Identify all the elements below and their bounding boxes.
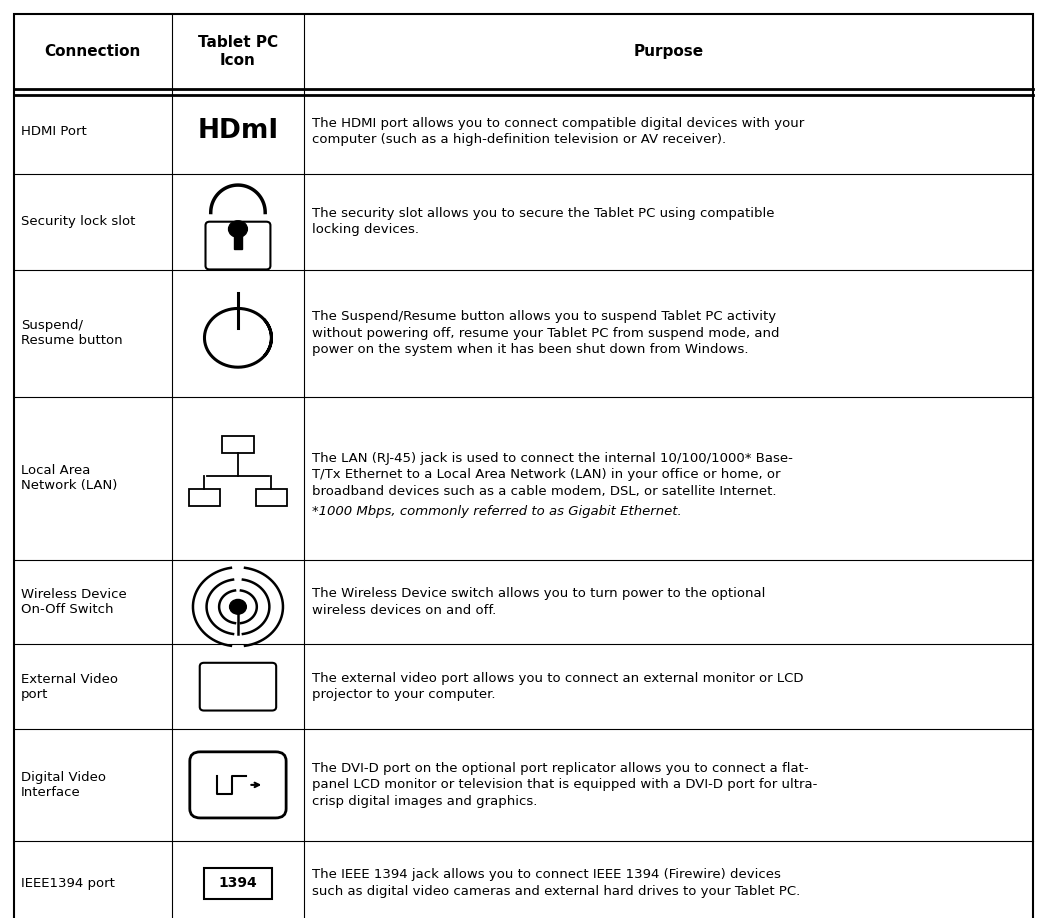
Text: Purpose: Purpose (633, 44, 704, 59)
Text: The Wireless Device switch allows you to turn power to the optional
wireless dev: The Wireless Device switch allows you to… (312, 588, 765, 617)
Text: 1394: 1394 (219, 876, 258, 890)
Circle shape (228, 220, 247, 237)
Text: The HDMI port allows you to connect compatible digital devices with your
compute: The HDMI port allows you to connect comp… (312, 117, 804, 146)
Text: The external video port allows you to connect an external monitor or LCD
project: The external video port allows you to co… (312, 672, 803, 701)
Text: The IEEE 1394 jack allows you to connect IEEE 1394 (Firewire) devices
such as di: The IEEE 1394 jack allows you to connect… (312, 868, 800, 898)
Text: HDmI: HDmI (198, 118, 279, 144)
Text: The DVI-D port on the optional port replicator allows you to connect a flat-
pan: The DVI-D port on the optional port repl… (312, 762, 817, 808)
FancyBboxPatch shape (205, 221, 270, 269)
Text: IEEE1394 port: IEEE1394 port (21, 877, 115, 890)
Bar (255, 489, 287, 506)
Bar (222, 436, 253, 453)
Bar (204, 868, 272, 899)
Text: Suspend/
Resume button: Suspend/ Resume button (21, 319, 122, 347)
FancyBboxPatch shape (190, 752, 286, 818)
Text: Wireless Device
On-Off Switch: Wireless Device On-Off Switch (21, 588, 127, 616)
FancyBboxPatch shape (200, 663, 276, 711)
Text: The Suspend/Resume button allows you to suspend Tablet PC activity
without power: The Suspend/Resume button allows you to … (312, 310, 779, 356)
Text: HDMI Port: HDMI Port (21, 125, 87, 138)
Bar (188, 489, 220, 506)
Text: The security slot allows you to secure the Tablet PC using compatible
locking de: The security slot allows you to secure t… (312, 207, 774, 237)
Text: Local Area
Network (LAN): Local Area Network (LAN) (21, 465, 117, 492)
Text: *1000 Mbps, commonly referred to as Gigabit Ethernet.: *1000 Mbps, commonly referred to as Giga… (312, 505, 682, 518)
Text: The LAN (RJ-45) jack is used to connect the internal 10/100/1000* Base-
T/Tx Eth: The LAN (RJ-45) jack is used to connect … (312, 452, 793, 498)
Text: Connection: Connection (44, 44, 141, 59)
Text: Security lock slot: Security lock slot (21, 215, 135, 229)
Text: Digital Video
Interface: Digital Video Interface (21, 771, 106, 799)
Text: External Video
port: External Video port (21, 673, 118, 700)
Bar (233, 234, 242, 249)
Text: Tablet PC
Icon: Tablet PC Icon (198, 35, 279, 68)
Circle shape (229, 599, 246, 614)
